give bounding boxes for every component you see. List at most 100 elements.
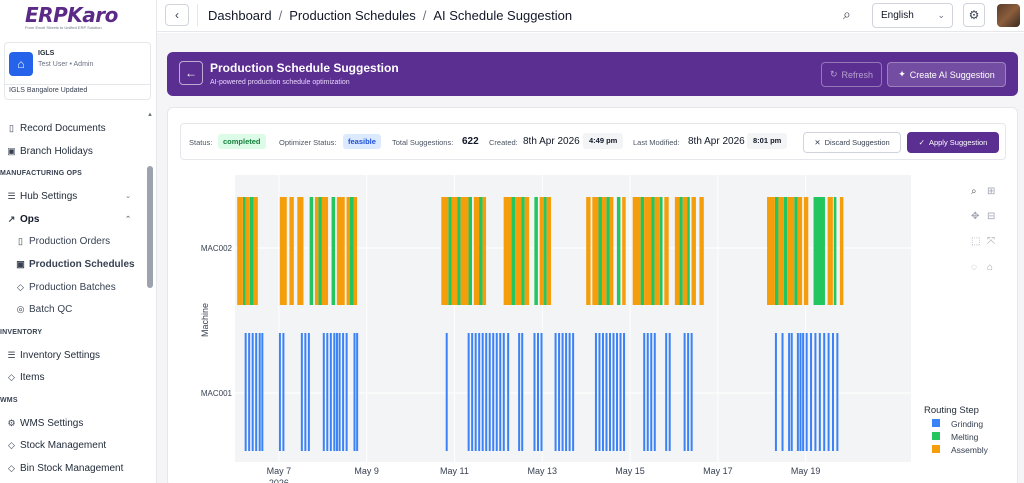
breadcrumb-production-schedules[interactable]: Production Schedules <box>289 8 416 23</box>
org-switcher[interactable]: ⌂ IGLS Test User • Admin IGLS Bangalore … <box>4 42 151 100</box>
sliders-icon: ☰ <box>7 190 16 201</box>
gantt-bar-grinding <box>683 333 686 451</box>
gantt-bar-assembly <box>699 197 704 305</box>
sidebar-item-label: Ops <box>20 213 40 225</box>
gantt-bar-grinding <box>478 333 481 451</box>
modified-date: 8th Apr 2026 <box>688 136 745 147</box>
lasso-icon[interactable]: ◌ <box>971 262 977 273</box>
gantt-bar-assembly <box>767 197 775 305</box>
logo-tagline: From Excel Sheets to Unified ERP Solutio… <box>25 25 102 30</box>
sidebar-item-inventory-settings[interactable]: ☰ Inventory Settings <box>0 344 146 367</box>
gantt-bar-assembly <box>691 197 696 305</box>
sidebar: ERPKaro From Excel Sheets to Unified ERP… <box>0 0 157 483</box>
discard-suggestion-button[interactable]: ✕ Discard Suggestion <box>803 132 901 153</box>
gantt-bar-melting <box>774 197 779 305</box>
settings-button[interactable]: ⚙ <box>963 3 985 27</box>
apply-suggestion-button[interactable]: ✓ Apply Suggestion <box>907 132 999 153</box>
box-select-icon[interactable]: ⬚ <box>971 236 981 247</box>
search-icon[interactable]: ⌕ <box>843 6 851 22</box>
modified-label: Last Modified: <box>633 138 680 147</box>
sidebar-item-record-documents[interactable]: ▯ Record Documents <box>0 117 146 140</box>
gantt-bar-grinding <box>502 333 505 451</box>
logo-text: ERPKaro <box>25 3 118 27</box>
box-icon: ◇ <box>8 372 15 383</box>
zoom-out-icon[interactable]: ⊟ <box>987 211 996 222</box>
gantt-bar-grinding <box>300 333 303 451</box>
calendar-icon: ▣ <box>7 145 16 156</box>
gantt-bar-assembly <box>539 197 545 305</box>
avatar[interactable] <box>997 4 1020 27</box>
gantt-bar-grinding <box>650 333 653 451</box>
pan-icon[interactable]: ✥ <box>971 211 980 222</box>
gantt-bar-assembly <box>609 197 614 305</box>
refresh-icon: ↻ <box>829 69 838 79</box>
create-ai-suggestion-button[interactable]: ✦ Create AI Suggestion <box>887 62 1006 87</box>
gantt-bar-assembly <box>473 197 480 305</box>
sidebar-item-production-batches[interactable]: ◇ Production Batches <box>0 276 146 299</box>
gantt-bar-assembly <box>664 197 669 305</box>
gantt-bar-grinding <box>827 333 830 451</box>
sidebar-item-ops[interactable]: ↗ Ops ⌃ <box>0 208 146 231</box>
sidebar-nav: ▯ Record Documents ▣ Branch Holidays MANUF… <box>0 117 146 480</box>
breadcrumb-dashboard[interactable]: Dashboard <box>208 8 272 23</box>
erpkaro-logo[interactable]: ERPKaro From Excel Sheets to Unified ERP… <box>25 3 130 33</box>
discard-label: Discard Suggestion <box>824 138 890 147</box>
sidebar-item-bin-stock-management[interactable]: ◇ Bin Stock Management <box>0 457 146 480</box>
document-icon: ▯ <box>9 122 14 133</box>
gear-icon: ⚙ <box>7 417 16 428</box>
x-tick-label: May 7 <box>267 466 292 476</box>
sparkle-icon: ✦ <box>898 69 906 79</box>
zoom-icon[interactable]: ⌕ <box>971 186 977 197</box>
gantt-bar-grinding <box>495 333 498 451</box>
gantt-bar-assembly <box>592 197 599 305</box>
gantt-bar-grinding <box>540 333 543 451</box>
sidebar-scrollbar[interactable] <box>147 166 153 288</box>
sidebar-item-label: Production Orders <box>29 236 111 248</box>
gantt-bar-grinding <box>561 333 564 451</box>
gantt-bar-grinding <box>322 333 325 451</box>
back-button[interactable]: ← <box>179 61 203 85</box>
gantt-bar-assembly <box>515 197 522 305</box>
sidebar-item-production-orders[interactable]: ▯ Production Orders <box>0 230 146 253</box>
sidebar-item-branch-holidays[interactable]: ▣ Branch Holidays <box>0 140 146 163</box>
home-icon[interactable]: ⌂ <box>987 262 994 273</box>
gantt-bar-melting <box>479 197 483 305</box>
gantt-bar-grinding <box>805 333 808 451</box>
gantt-bar-assembly <box>524 197 530 305</box>
box-icon: ◇ <box>8 463 15 474</box>
gantt-bar-grinding <box>810 333 813 451</box>
legend-swatch-grinding <box>932 419 940 427</box>
gantt-bar-grinding <box>518 333 521 451</box>
gantt-bar-melting <box>242 197 246 305</box>
gantt-bar-grinding <box>668 333 671 451</box>
x-tick-label: May 19 <box>791 466 821 476</box>
sidebar-item-stock-management[interactable]: ◇ Stock Management <box>0 435 146 458</box>
sidebar-item-batch-qc[interactable]: ◎ Batch QC <box>0 299 146 322</box>
y-tick-label: MAC001 <box>201 389 233 398</box>
gantt-bar-melting <box>616 197 621 305</box>
gantt-bar-assembly <box>586 197 591 305</box>
language-select[interactable]: English ⌄ <box>872 3 953 28</box>
sidebar-item-production-schedules[interactable]: ▣ Production Schedules <box>0 253 146 276</box>
x-tick-year: 2026 <box>269 478 289 483</box>
page-title: Production Schedule Suggestion <box>210 61 399 75</box>
gantt-bar-grinding <box>799 333 802 451</box>
refresh-button[interactable]: ↻ Refresh <box>821 62 882 87</box>
sidebar-item-wms-settings[interactable]: ⚙ WMS Settings <box>0 412 146 435</box>
gantt-bar-grinding <box>507 333 510 451</box>
sidebar-item-items[interactable]: ◇ Items <box>0 367 146 390</box>
gantt-bar-assembly <box>321 197 329 305</box>
file-icon: ▯ <box>18 236 23 247</box>
total-value: 622 <box>462 136 479 147</box>
sidebar-item-hub-settings[interactable]: ☰ Hub Settings ⌄ <box>0 185 146 208</box>
zoom-in-icon[interactable]: ⊞ <box>987 186 996 197</box>
autoscale-icon[interactable]: ⤧ <box>987 236 995 247</box>
page-header-banner: ← Production Schedule Suggestion AI-powe… <box>167 52 1018 96</box>
gantt-bar-grinding <box>492 333 495 451</box>
gantt-bar-grinding <box>616 333 619 451</box>
y-axis-label: Machine <box>200 303 210 337</box>
sidebar-item-label: Production Schedules <box>29 258 135 270</box>
gantt-bar-grinding <box>342 333 345 451</box>
collapse-sidebar-button[interactable]: ‹ <box>165 4 189 26</box>
scroll-up-icon[interactable]: ▲ <box>147 112 153 118</box>
